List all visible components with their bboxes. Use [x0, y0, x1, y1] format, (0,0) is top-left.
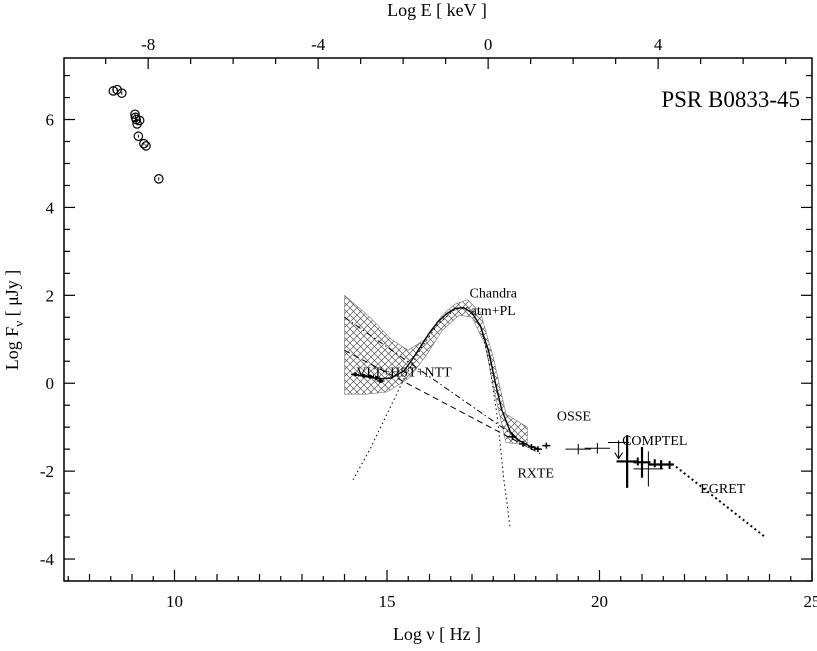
- y-axis-title-unit: [ μJy ]: [2, 270, 22, 321]
- y-axis-title-main: Log F: [2, 327, 22, 371]
- top-x-tick-label: -8: [141, 35, 155, 54]
- top-x-tick-label: -4: [311, 35, 326, 54]
- annotation-label: RXTE: [517, 467, 554, 482]
- y-tick-label: 6: [46, 111, 55, 130]
- y-tick-label: 2: [46, 286, 55, 305]
- data-points-layer: [109, 85, 674, 487]
- y-tick-label: -4: [40, 550, 55, 569]
- x-tick-label: 10: [166, 592, 183, 611]
- x-tick-label: 20: [591, 592, 608, 611]
- annotation-label: EGRET: [700, 482, 746, 497]
- x-tick-label: 25: [804, 592, 817, 611]
- egret-extrapolation-line: [676, 467, 765, 537]
- y-tick-label: -2: [40, 462, 54, 481]
- annotation-label: VLT+HST+NTT: [356, 366, 452, 381]
- annotation-label: Chandra: [470, 287, 518, 302]
- x-tick-label: 15: [379, 592, 396, 611]
- annotation-layer: VLT+HST+NTT Chandra atm+PL RXTE OSSE COMPTEL E…: [356, 287, 745, 498]
- top-axis-title: Log E [ keV ]: [387, 0, 487, 20]
- model-curves-layer: [345, 308, 766, 537]
- plot-title: PSR B0833-45: [661, 87, 800, 112]
- ticks-layer: 10 15 20 25 -8 -4 0 4 -4 -2 0 2 4 6: [40, 35, 817, 611]
- plot-frame: [64, 58, 812, 581]
- y-tick-label: 4: [46, 198, 55, 217]
- x-axis-title: Log ν [ Hz ]: [393, 624, 481, 644]
- annotation-label: atm+PL: [471, 304, 516, 319]
- top-x-tick-label: 4: [654, 35, 663, 54]
- top-x-tick-label: 0: [484, 35, 493, 54]
- y-tick-label: 0: [46, 374, 55, 393]
- annotation-label: OSSE: [557, 410, 591, 425]
- annotation-label: COMPTEL: [622, 434, 687, 449]
- y-axis-title: Log Fν [ μJy ]: [2, 270, 26, 371]
